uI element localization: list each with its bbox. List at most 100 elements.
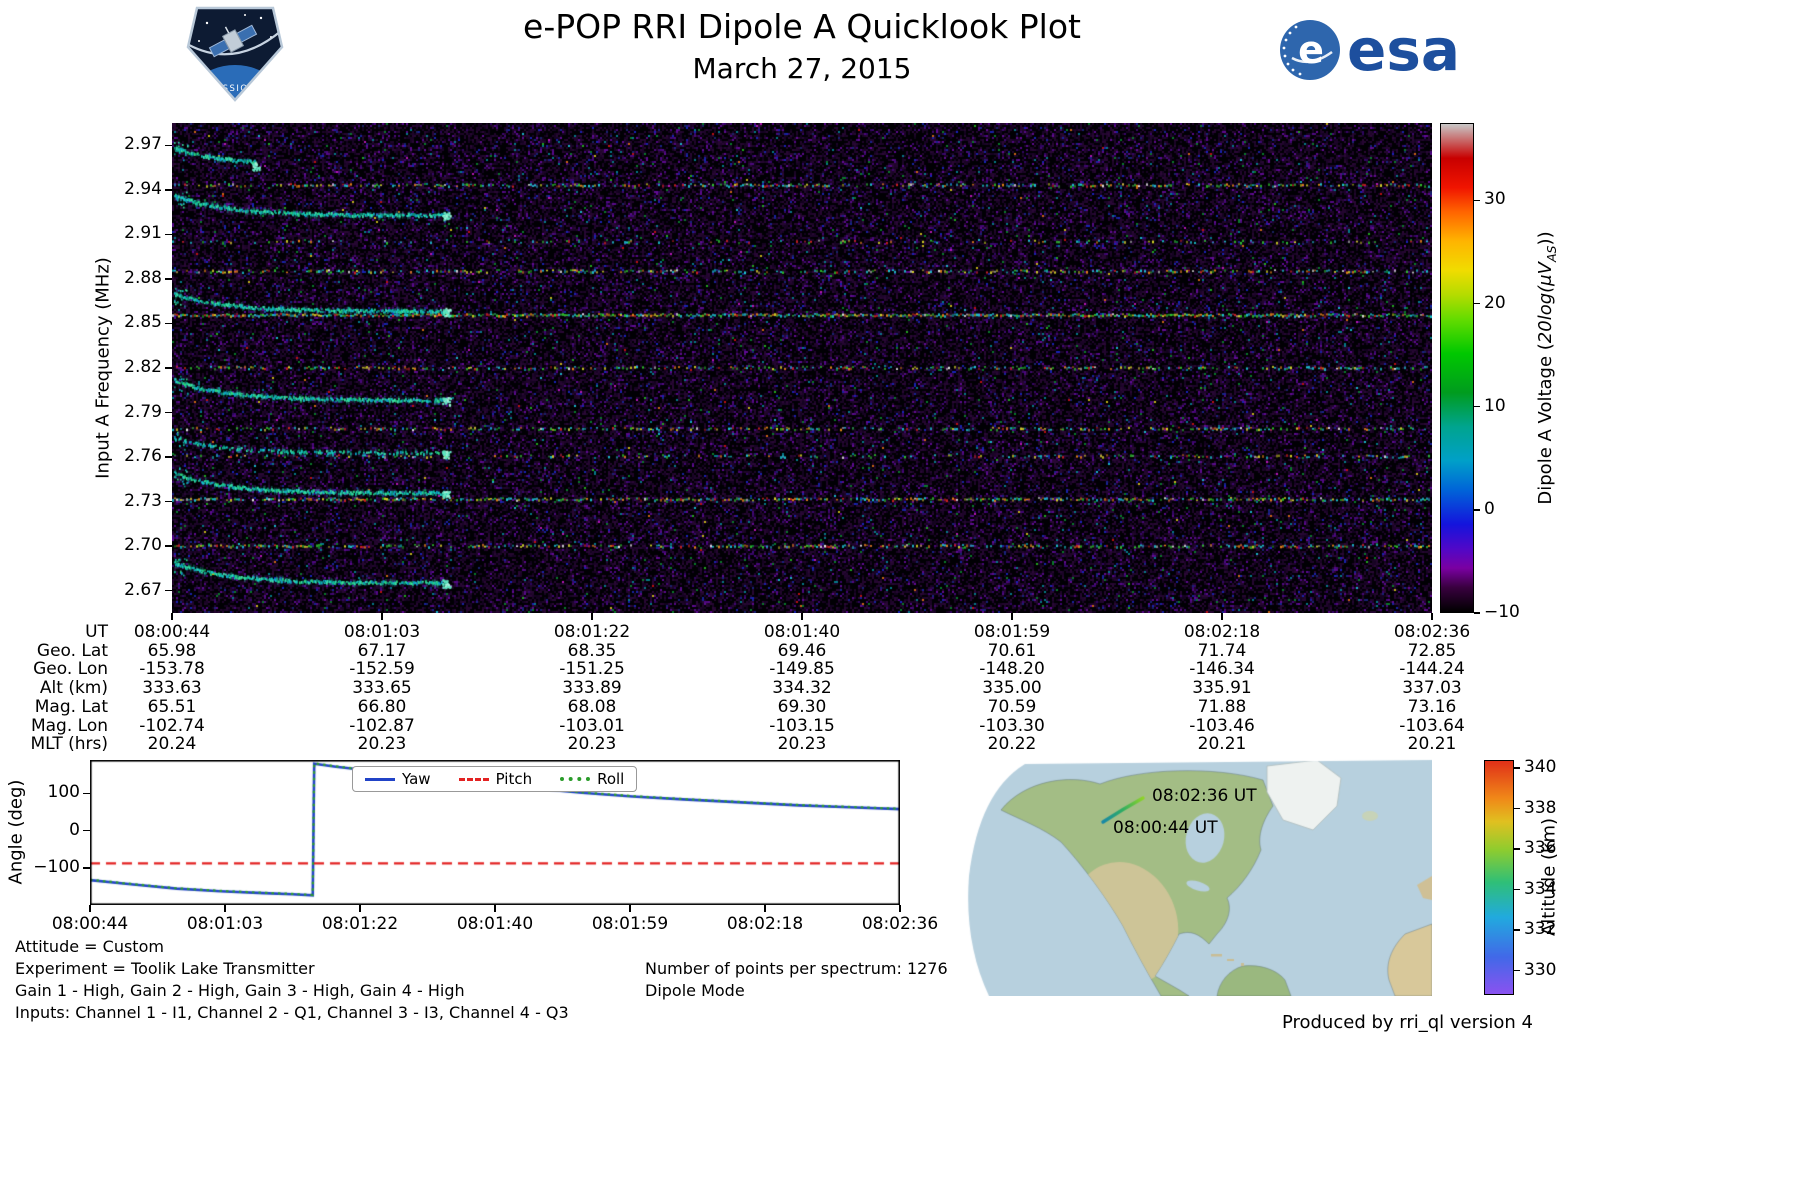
spectrogram-xtick-mark [171, 613, 173, 620]
spectrogram-ytick-mark [165, 322, 172, 325]
spectrogram-xtick-mark [1011, 613, 1013, 620]
footer-mid-line: Dipole Mode [645, 981, 745, 1000]
ephemeris-value: -102.87 [349, 715, 415, 736]
voltage-colorbar-tick-mark [1474, 405, 1480, 408]
altitude-colorbar-tick: 330 [1524, 959, 1557, 980]
ephemeris-value: 334.32 [772, 678, 832, 699]
voltage-colorbar-tick: 0 [1484, 498, 1495, 519]
ephemeris-value: 68.35 [567, 640, 617, 661]
voltage-colorbar [1440, 123, 1474, 613]
satellite-icon [208, 24, 258, 58]
ephemeris-value: 66.80 [357, 696, 407, 717]
voltage-colorbar-tick-mark [1474, 302, 1480, 305]
angle-xtick-mark [494, 905, 496, 912]
spectrogram-xtick-mark [591, 613, 593, 620]
footer-left-line: Attitude = Custom [15, 937, 164, 956]
ephemeris-value: 20.21 [1407, 734, 1457, 755]
angle-ytick: 0 [69, 819, 80, 840]
ephemeris-value: 65.98 [147, 640, 197, 661]
altitude-colorbar-tick: 336 [1524, 838, 1557, 859]
spectrogram-ytick-mark [165, 500, 172, 503]
esa-logo: e esa [1278, 18, 1460, 82]
ephemeris-value: 71.88 [1197, 696, 1247, 717]
voltage-colorbar-tick: 20 [1484, 292, 1506, 313]
roll-line-sample [560, 777, 591, 781]
legend-item-roll: Roll [560, 770, 624, 788]
angle-ytick: −100 [33, 856, 80, 877]
ephemeris-value: 335.91 [1192, 678, 1252, 699]
ephemeris-value: -103.64 [1399, 715, 1465, 736]
spectrogram-ytick: 2.97 [124, 134, 162, 155]
ephemeris-value: -103.15 [769, 715, 835, 736]
ephemeris-value: -148.20 [979, 659, 1045, 680]
ephemeris-value: 08:01:40 [763, 622, 841, 642]
angle-ytick-mark [83, 867, 90, 869]
ephemeris-value: 08:02:18 [1183, 622, 1261, 642]
esa-wordmark: esa [1347, 15, 1460, 84]
spectrogram-ytick-mark [165, 189, 172, 191]
angle-xtick: 08:01:40 [456, 914, 534, 934]
ephemeris-value: -144.24 [1399, 659, 1465, 680]
altitude-colorbar-tick-mark [1514, 969, 1520, 972]
spectrogram-ytick-mark [165, 144, 172, 147]
ephemeris-value: 20.24 [147, 734, 197, 755]
ephemeris-value: 70.61 [987, 640, 1037, 661]
ephemeris-value: -103.01 [559, 715, 625, 736]
altitude-colorbar-tick-mark [1514, 767, 1520, 769]
legend-item-pitch: Pitch [458, 770, 532, 788]
altitude-colorbar-tick-mark [1514, 848, 1520, 850]
ephemeris-value: -149.85 [769, 659, 835, 680]
ephemeris-value: 72.85 [1407, 640, 1457, 661]
ephemeris-row-label: Geo. Lat [36, 640, 108, 661]
ephemeris-value: -153.78 [139, 659, 205, 680]
ephemeris-value: 67.17 [357, 640, 407, 661]
spectrogram-ytick-mark [165, 456, 172, 458]
angle-ytick-mark [83, 792, 90, 795]
page-title: e-POP RRI Dipole A Quicklook Plot [523, 7, 1081, 46]
badge-border [186, 6, 284, 102]
spectrogram-ytick: 2.88 [124, 267, 162, 288]
footer-mid-line: Number of points per spectrum: 1276 [645, 959, 948, 978]
ephemeris-row-label: Mag. Lon [30, 715, 108, 736]
map-label-end-time: 08:02:36 UT [1152, 786, 1257, 806]
pitch-line-sample [458, 777, 489, 781]
map-label-start-time: 08:00:44 UT [1113, 818, 1218, 838]
altitude-colorbar-tick-mark [1514, 807, 1520, 810]
ephemeris-value: 69.46 [777, 640, 827, 661]
voltage-colorbar-label: Dipole A Voltage (20log(μVAS)) [1535, 231, 1559, 504]
ephemeris-value: 70.59 [987, 696, 1037, 717]
spectrogram-ytick-mark [165, 411, 172, 414]
ephemeris-value: 333.89 [562, 678, 622, 699]
ephemeris-value: 08:02:36 [1393, 622, 1471, 642]
spectrogram-ytick: 2.67 [124, 579, 162, 600]
ephemeris-value: -102.74 [139, 715, 205, 736]
ephemeris-value: 333.65 [352, 678, 412, 699]
legend-label: Roll [597, 770, 625, 788]
spectrogram-ytick: 2.76 [124, 446, 162, 467]
ephemeris-row-label: Mag. Lat [34, 696, 108, 717]
ephemeris-value: 20.21 [1197, 734, 1247, 755]
angle-plot-legend: Yaw Pitch Roll [352, 766, 638, 792]
ephemeris-value: -152.59 [349, 659, 415, 680]
ephemeris-row-label: Geo. Lon [33, 659, 108, 680]
footer-left-line: Gain 1 - High, Gain 2 - High, Gain 3 - H… [15, 981, 465, 1000]
ephemeris-row-label: MLT (hrs) [30, 734, 108, 755]
spectrogram-ytick: 2.70 [124, 535, 162, 556]
voltage-colorbar-tick-mark [1474, 612, 1480, 614]
ephemeris-value: 71.74 [1197, 640, 1247, 661]
voltage-colorbar-tick: −10 [1484, 602, 1520, 622]
angle-xtick-mark [89, 905, 91, 912]
altitude-colorbar-tick: 334 [1524, 878, 1557, 899]
voltage-colorbar-tick: 10 [1484, 395, 1506, 416]
badge-orbit-swoosh [188, 30, 282, 56]
credit-line: Produced by rri_ql version 4 [1281, 1012, 1533, 1033]
altitude-colorbar-tick: 340 [1524, 757, 1557, 778]
spectrogram-heatmap [172, 123, 1432, 613]
spectrogram-ytick: 2.91 [124, 223, 162, 244]
ephemeris-value: 333.63 [142, 678, 202, 699]
legend-label: Yaw [402, 770, 431, 788]
angle-xtick: 08:02:36 [861, 914, 939, 934]
ephemeris-value: 335.00 [982, 678, 1042, 699]
spectrogram-ytick-mark [165, 233, 172, 236]
